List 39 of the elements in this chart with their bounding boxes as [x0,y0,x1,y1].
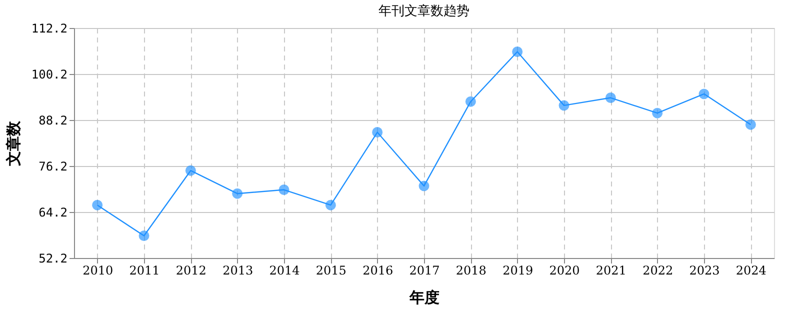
x-tick-label: 2024 [736,264,767,278]
y-tick-label: 112.2 [31,22,68,36]
point [698,88,710,100]
point [558,100,570,111]
point [652,108,663,118]
x-tick-label: 2010 [82,264,114,278]
point [745,119,756,130]
x-tick-label: 2022 [642,264,674,278]
point [92,200,103,210]
y-tick-label: 100.2 [31,68,68,82]
point [138,230,150,241]
x-tick-label: 2020 [549,264,580,278]
x-tick-label: 2017 [409,264,440,278]
point [185,165,196,176]
point [325,200,336,210]
x-tick-label: 2015 [316,264,346,278]
x-tick-label: 2016 [362,264,394,278]
x-tick-label: 2011 [129,264,160,278]
y-tick-label: 76.2 [38,160,68,174]
y-tick-label: 52.2 [38,252,68,266]
y-tick-label: 88.2 [38,114,68,128]
x-tick-label: 2013 [222,264,254,278]
x-tick-label: 2019 [502,264,534,278]
x-tick-label: 2018 [456,264,486,278]
point [418,180,430,192]
point [512,46,523,57]
y-axis-title: 文章数 [4,120,22,167]
point [372,127,383,138]
x-tick-label: 2012 [176,264,206,278]
y-tick-label: 64.2 [38,206,68,220]
x-axis-title: 年度 [408,288,440,306]
point [278,184,290,195]
x-tick-label: 2021 [596,264,626,278]
point [232,188,243,199]
x-tick-label: 2023 [689,264,720,278]
chart-title: 年刊文章数趋势 [378,4,470,19]
point [605,92,616,103]
x-tick-label: 2014 [269,264,300,278]
point [465,96,476,107]
